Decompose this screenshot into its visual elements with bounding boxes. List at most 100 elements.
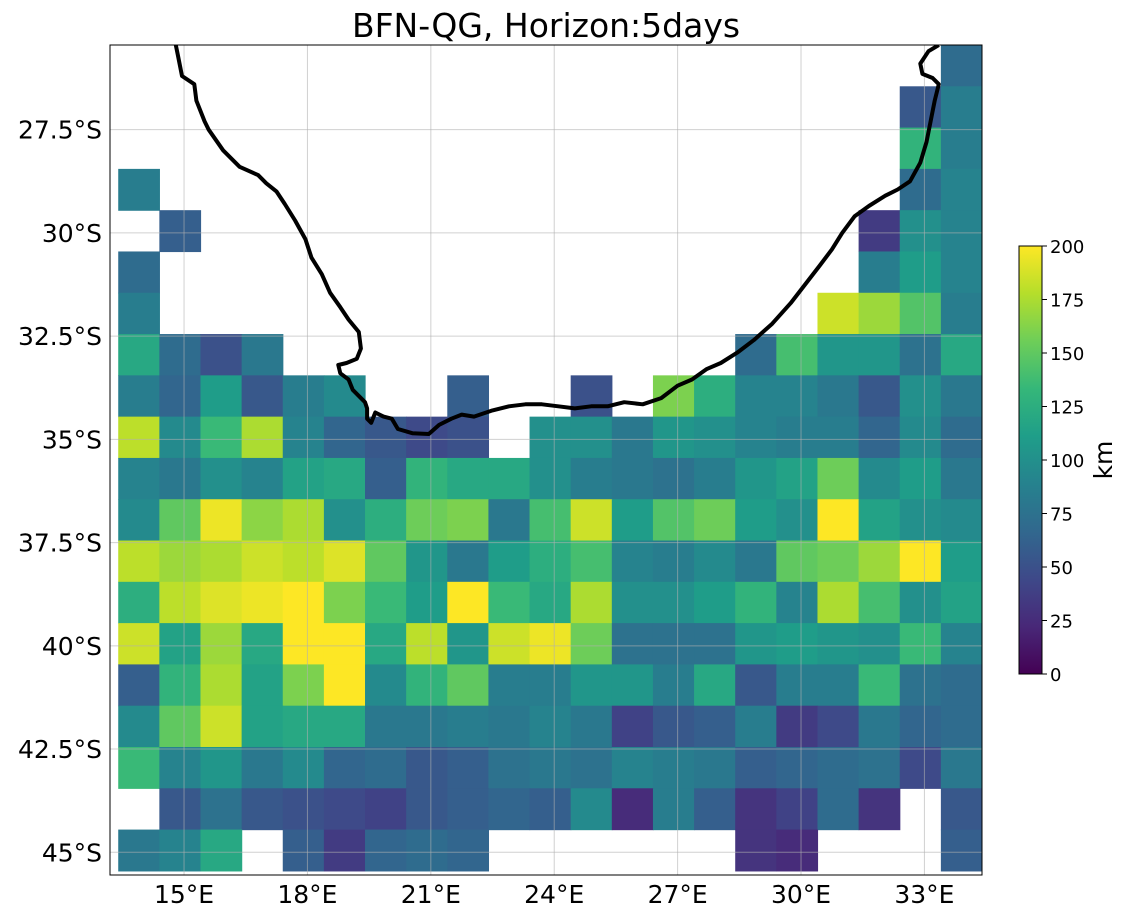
heatmap-cell	[858, 540, 901, 583]
heatmap-cell	[282, 746, 325, 789]
heatmap-cell	[118, 581, 160, 624]
heatmap-cell	[282, 829, 325, 872]
heatmap-cell	[652, 746, 695, 789]
heatmap-cell	[940, 457, 982, 500]
heatmap-cell	[694, 416, 736, 459]
heatmap-cell	[529, 416, 572, 459]
heatmap-cell	[940, 251, 982, 294]
heatmap-cell	[447, 623, 490, 666]
heatmap-cell	[200, 788, 243, 831]
heatmap-cell	[899, 581, 942, 624]
heatmap-cell	[241, 664, 284, 707]
heatmap-cell	[858, 210, 901, 253]
heatmap-cell	[940, 746, 982, 789]
heatmap-cell	[200, 664, 243, 707]
heatmap-cell	[323, 664, 366, 707]
heatmap-cell	[817, 375, 860, 418]
heatmap-cell	[488, 499, 531, 542]
heatmap-cell	[694, 581, 736, 624]
heatmap-cell	[652, 416, 695, 459]
heatmap-cell	[858, 416, 901, 459]
heatmap-cell	[735, 416, 777, 459]
heatmap-cell	[652, 705, 695, 748]
heatmap-cell	[735, 540, 777, 583]
heatmap-cell	[940, 788, 982, 831]
heatmap-cell	[899, 746, 942, 789]
heatmap-cell	[323, 705, 366, 748]
heatmap-cell	[365, 705, 407, 748]
heatmap-cell	[858, 334, 901, 376]
heatmap-cell	[200, 375, 243, 418]
heatmap-cell	[611, 746, 654, 789]
heatmap-cell	[858, 251, 901, 294]
heatmap-cell	[282, 416, 325, 459]
colorbar-ticks: 0 25 50 75 100 125 150 175 200	[1042, 237, 1084, 686]
heatmap-cell	[241, 746, 284, 789]
heatmap-cell	[858, 623, 901, 666]
heatmap-cell	[776, 457, 819, 500]
heatmap-cell	[652, 540, 695, 583]
heatmap-cell	[118, 664, 160, 707]
heatmap-cell	[447, 457, 490, 500]
heatmap-cell	[735, 664, 777, 707]
heatmap-cell	[570, 457, 613, 500]
heatmap-cell	[776, 540, 819, 583]
heatmap-cell	[200, 334, 243, 376]
heatmap-cell	[159, 334, 202, 376]
heatmap-cell	[899, 168, 942, 211]
heatmap-cell	[694, 788, 736, 831]
heatmap-cell	[118, 168, 160, 211]
heatmap-cell	[282, 457, 325, 500]
heatmap-cell	[570, 788, 613, 831]
heatmap-cell	[447, 829, 490, 872]
colorbar-label: km	[1089, 441, 1118, 480]
heatmap-cell	[611, 499, 654, 542]
heatmap-cell	[570, 416, 613, 459]
colorbar-tick-label: 75	[1050, 505, 1073, 526]
heatmap-cell	[940, 623, 982, 666]
heatmap-cell	[817, 581, 860, 624]
heatmap-cell	[282, 581, 325, 624]
colorbar-tick-label: 50	[1050, 558, 1073, 579]
heatmap-cell	[447, 540, 490, 583]
heatmap-cell	[694, 705, 736, 748]
heatmap-cell	[735, 375, 777, 418]
heatmap-cell	[241, 457, 284, 500]
heatmap-cell	[323, 457, 366, 500]
heatmap-cell	[735, 499, 777, 542]
heatmap-cell	[899, 375, 942, 418]
heatmap-cell	[488, 664, 531, 707]
heatmap-cell	[241, 623, 284, 666]
heatmap-cell	[694, 540, 736, 583]
heatmap-cell	[940, 168, 982, 211]
heatmap-cell	[282, 499, 325, 542]
heatmap-cell	[858, 375, 901, 418]
heatmap-cell	[406, 623, 448, 666]
heatmap-cell	[776, 499, 819, 542]
heatmap-cell	[735, 705, 777, 748]
heatmap-cell	[323, 829, 366, 872]
heatmap-cell	[447, 375, 490, 418]
heatmap-cell	[858, 292, 901, 335]
heatmap-cell	[159, 623, 202, 666]
heatmap-cell	[899, 416, 942, 459]
heatmap-cell	[652, 457, 695, 500]
heatmap-cell	[323, 746, 366, 789]
heatmap-cell	[570, 623, 613, 666]
heatmap-cell	[323, 540, 366, 583]
heatmap-cell	[858, 746, 901, 789]
heatmap-cell	[652, 788, 695, 831]
heatmap-cell	[488, 705, 531, 748]
heatmap-cell	[776, 829, 819, 872]
heatmap-cell	[817, 705, 860, 748]
heatmap-cell	[241, 375, 284, 418]
heatmap-cell	[940, 540, 982, 583]
heatmap-cell	[858, 788, 901, 831]
heatmap-cell	[159, 416, 202, 459]
heatmap-cell	[118, 416, 160, 459]
heatmap-cell	[611, 788, 654, 831]
heatmap-cell	[858, 457, 901, 500]
heatmap-cell	[817, 416, 860, 459]
x-tick-label: 21°E	[401, 880, 461, 909]
heatmap-cell	[899, 705, 942, 748]
